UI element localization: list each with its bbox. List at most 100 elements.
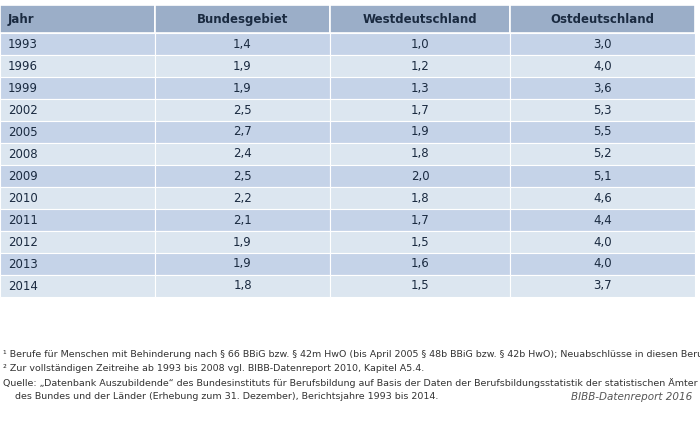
Text: 2012: 2012 [8, 235, 38, 249]
Bar [510, 121, 695, 143]
Text: 1,0: 1,0 [411, 37, 429, 51]
Text: 4,0: 4,0 [593, 258, 612, 270]
Text: Quelle: „Datenbank Auszubildende“ des Bundesinstituts für Berufsbildung auf Basi: Quelle: „Datenbank Auszubildende“ des Bu… [3, 378, 698, 388]
Text: 2,5: 2,5 [233, 104, 252, 116]
Text: BIBB-Datenreport 2016: BIBB-Datenreport 2016 [570, 392, 692, 402]
Bar [510, 99, 695, 121]
Bar [330, 187, 510, 209]
Text: 1,9: 1,9 [233, 235, 252, 249]
Bar [510, 77, 695, 99]
Bar [155, 209, 330, 231]
Bar [510, 5, 695, 33]
Text: 2,1: 2,1 [233, 213, 252, 227]
Bar [155, 5, 330, 33]
Text: 4,6: 4,6 [593, 192, 612, 204]
Bar [155, 33, 330, 55]
Bar [330, 55, 510, 77]
Text: 5,2: 5,2 [593, 147, 612, 161]
Text: des Bundes und der Länder (Erhebung zum 31. Dezember), Berichtsjahre 1993 bis 20: des Bundes und der Länder (Erhebung zum … [3, 392, 438, 401]
Bar [0, 209, 155, 231]
Bar [330, 143, 510, 165]
Bar [510, 253, 695, 275]
Bar [0, 99, 155, 121]
Text: 2,0: 2,0 [411, 170, 429, 182]
Bar [330, 165, 510, 187]
Bar [510, 275, 695, 297]
Text: 4,0: 4,0 [593, 60, 612, 73]
Bar [510, 187, 695, 209]
Text: ² Zur vollständigen Zeitreihe ab 1993 bis 2008 vgl. BIBB-Datenreport 2010, Kapit: ² Zur vollständigen Zeitreihe ab 1993 bi… [3, 364, 424, 373]
Text: 3,7: 3,7 [593, 280, 612, 292]
Text: Westdeutschland: Westdeutschland [363, 12, 477, 26]
Bar [155, 231, 330, 253]
Text: 1,7: 1,7 [411, 104, 429, 116]
Bar [0, 5, 155, 33]
Bar [155, 77, 330, 99]
Bar [510, 143, 695, 165]
Bar [330, 209, 510, 231]
Text: 1,8: 1,8 [411, 192, 429, 204]
Text: 4,4: 4,4 [593, 213, 612, 227]
Bar [330, 5, 510, 33]
Bar [155, 253, 330, 275]
Bar [0, 275, 155, 297]
Text: 1,9: 1,9 [233, 82, 252, 94]
Bar [155, 275, 330, 297]
Text: 2,5: 2,5 [233, 170, 252, 182]
Bar [0, 121, 155, 143]
Bar [0, 165, 155, 187]
Text: ¹ Berufe für Menschen mit Behinderung nach § 66 BBiG bzw. § 42m HwO (bis April 2: ¹ Berufe für Menschen mit Behinderung na… [3, 350, 700, 359]
Text: Jahr: Jahr [8, 12, 34, 26]
Bar [330, 275, 510, 297]
Text: 1996: 1996 [8, 60, 38, 73]
Bar [155, 55, 330, 77]
Text: 5,1: 5,1 [593, 170, 612, 182]
Text: 1,2: 1,2 [411, 60, 429, 73]
Bar [330, 121, 510, 143]
Bar [155, 187, 330, 209]
Bar [0, 253, 155, 275]
Bar [0, 55, 155, 77]
Text: 1999: 1999 [8, 82, 38, 94]
Text: 2002: 2002 [8, 104, 38, 116]
Text: 2,2: 2,2 [233, 192, 252, 204]
Text: 1,6: 1,6 [411, 258, 429, 270]
Bar [510, 165, 695, 187]
Text: 1,9: 1,9 [411, 125, 429, 139]
Text: 5,3: 5,3 [594, 104, 612, 116]
Text: 4,0: 4,0 [593, 235, 612, 249]
Bar [330, 99, 510, 121]
Text: 3,0: 3,0 [594, 37, 612, 51]
Text: 2009: 2009 [8, 170, 38, 182]
Text: 1,9: 1,9 [233, 258, 252, 270]
Text: 2010: 2010 [8, 192, 38, 204]
Bar [510, 209, 695, 231]
Text: 1993: 1993 [8, 37, 38, 51]
Text: 1,3: 1,3 [411, 82, 429, 94]
Text: 2014: 2014 [8, 280, 38, 292]
Bar [330, 253, 510, 275]
Text: 5,5: 5,5 [594, 125, 612, 139]
Bar [155, 165, 330, 187]
Bar [0, 143, 155, 165]
Text: 1,7: 1,7 [411, 213, 429, 227]
Text: 2011: 2011 [8, 213, 38, 227]
Text: 2,4: 2,4 [233, 147, 252, 161]
Bar [0, 77, 155, 99]
Text: Ostdeutschland: Ostdeutschland [550, 12, 654, 26]
Bar [155, 143, 330, 165]
Bar [0, 231, 155, 253]
Bar [510, 231, 695, 253]
Text: 1,8: 1,8 [411, 147, 429, 161]
Bar [0, 187, 155, 209]
Text: Bundesgebiet: Bundesgebiet [197, 12, 288, 26]
Text: 1,5: 1,5 [411, 235, 429, 249]
Bar [510, 33, 695, 55]
Text: 2013: 2013 [8, 258, 38, 270]
Text: 2005: 2005 [8, 125, 38, 139]
Bar [0, 33, 155, 55]
Bar [330, 231, 510, 253]
Text: 3,6: 3,6 [593, 82, 612, 94]
Bar [330, 33, 510, 55]
Text: 1,9: 1,9 [233, 60, 252, 73]
